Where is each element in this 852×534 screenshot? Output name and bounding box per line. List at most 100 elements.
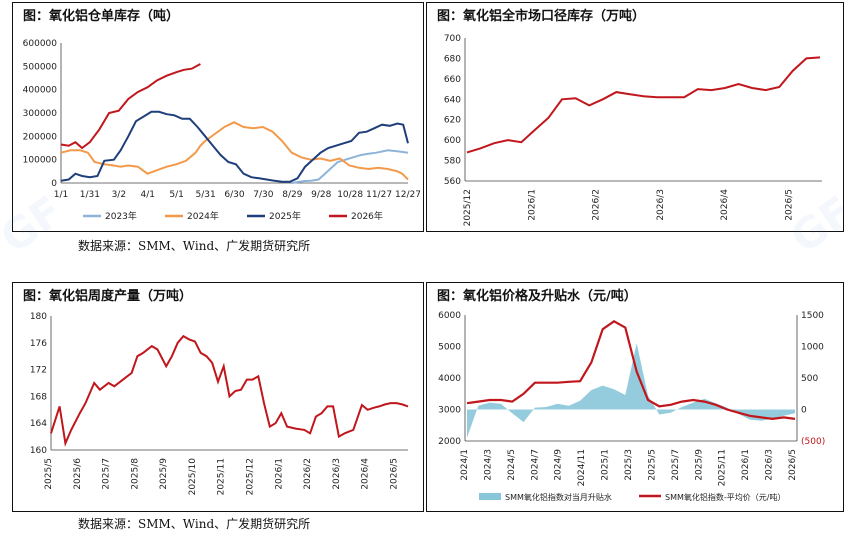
chart-cangdan: 0 100000 200000 300000 400000 500000 600000 1/1… bbox=[23, 39, 421, 222]
x-tick-label: 3/2 bbox=[112, 190, 126, 200]
y-tick-label: 3000 bbox=[438, 406, 461, 416]
x-tick-label: 2025/5 bbox=[44, 458, 54, 490]
x-tick-label: 2025/12 bbox=[246, 458, 256, 495]
x-tick-label: 2025/6 bbox=[73, 458, 83, 490]
x-tick-label: 5/1 bbox=[169, 190, 183, 200]
y2-tick-label: (500) bbox=[801, 437, 825, 447]
basis-area bbox=[467, 343, 795, 438]
chart-title: 图：氧化铝周度产量（万吨） bbox=[23, 289, 193, 304]
y-tick-label: 176 bbox=[30, 339, 47, 349]
y-tick-label: 620 bbox=[444, 116, 461, 126]
x-tick-label: 2026/4 bbox=[361, 458, 371, 490]
y-tick-label: 500000 bbox=[23, 62, 58, 72]
y2-tick-label: 1000 bbox=[801, 343, 824, 353]
y-tick-label: 680 bbox=[444, 54, 461, 64]
y-tick-label: 300000 bbox=[23, 109, 58, 119]
chart-title: 图：氧化铝仓单库存（吨） bbox=[23, 9, 180, 24]
x-tick-label: 1/31 bbox=[80, 190, 100, 200]
x-tick-label: 2026/2 bbox=[303, 458, 313, 490]
y-tick-label: 5000 bbox=[438, 343, 461, 353]
x-tick-label: 8/29 bbox=[282, 190, 302, 200]
x-tick-label: 2025/5 bbox=[647, 449, 657, 481]
x-tick-label: 2026/2 bbox=[592, 189, 602, 221]
x-tick-label: 2025/3 bbox=[624, 449, 634, 481]
y-tick-label: 600000 bbox=[23, 39, 58, 49]
legend-label: SMM氧化铝指数-平均价（元/吨） bbox=[665, 492, 785, 502]
y-tick-label: 0 bbox=[51, 179, 57, 189]
y-tick-label: 2000 bbox=[438, 437, 461, 447]
y-tick-label: 600 bbox=[444, 136, 461, 146]
x-tick-label: 2026/4 bbox=[720, 189, 730, 221]
x-tick-label: 2026/5 bbox=[784, 189, 794, 221]
chart-weekly-output: 160 164 168 172 176 180 2025/5 2025/6 2025/7 2025… bbox=[30, 312, 409, 495]
x-tick-label: 2025/7 bbox=[102, 458, 112, 490]
chart-market-inventory: 560 580 600 620 640 660 680 700 2025/12 2026/1 202… bbox=[444, 34, 822, 226]
y-tick-label: 4000 bbox=[438, 374, 461, 384]
x-tick-label: 2025/12 bbox=[463, 189, 473, 226]
y-tick-label: 100000 bbox=[23, 156, 58, 166]
x-tick-label: 2024/11 bbox=[577, 449, 587, 486]
legend-swatch bbox=[479, 493, 501, 500]
x-tick-label: 2026/1 bbox=[274, 458, 284, 490]
x-tick-label: 7/30 bbox=[253, 190, 273, 200]
chart-title: 图：氧化铝价格及升贴水（元/吨） bbox=[437, 289, 637, 304]
y-tick-label: 164 bbox=[30, 419, 47, 429]
panel-weekly-output: 图：氧化铝周度产量（万吨） 160 164 168 172 176 180 2025/5 20… bbox=[12, 282, 424, 512]
panel-cangdan: 图：氧化铝仓单库存（吨） 0 100000 200000 300000 400000 50… bbox=[12, 2, 424, 232]
x-tick-label: 2025/11 bbox=[217, 458, 227, 495]
x-tick-label: 2025/8 bbox=[130, 458, 140, 490]
series-line bbox=[60, 63, 201, 150]
series-line bbox=[60, 110, 409, 183]
x-tick-label: 2025/7 bbox=[671, 449, 681, 481]
y-tick-label: 168 bbox=[30, 392, 47, 402]
y-tick-label: 560 bbox=[444, 177, 461, 187]
x-tick-label: 2025/1 bbox=[601, 449, 611, 481]
x-tick-label: 2026/3 bbox=[656, 189, 666, 221]
panel-market-inventory: 图：氧化铝全市场口径库存（万吨） 560 580 600 620 640 660 680 70… bbox=[426, 2, 844, 232]
y2-tick-label: 0 bbox=[801, 406, 807, 416]
series-line bbox=[466, 56, 821, 154]
x-tick-label: 2026/5 bbox=[788, 449, 798, 481]
x-tick-label: 2026/1 bbox=[527, 189, 537, 221]
x-tick-label: 2024/9 bbox=[554, 449, 564, 481]
x-tick-label: 2025/9 bbox=[159, 458, 169, 490]
series-line bbox=[60, 121, 409, 181]
y-tick-label: 580 bbox=[444, 157, 461, 167]
x-tick-label: 11/27 bbox=[366, 190, 392, 200]
x-tick-label: 12/27 bbox=[395, 190, 421, 200]
x-tick-label: 6/30 bbox=[224, 190, 244, 200]
x-tick-label: 4/1 bbox=[141, 190, 155, 200]
y-tick-label: 6000 bbox=[438, 311, 461, 321]
source-note: 数据来源：SMM、Wind、广发期货研究所 bbox=[78, 517, 311, 531]
x-tick-label: 9/28 bbox=[311, 190, 331, 200]
source-note: 数据来源：SMM、Wind、广发期货研究所 bbox=[78, 239, 311, 253]
x-tick-label: 10/28 bbox=[337, 190, 363, 200]
y-tick-label: 180 bbox=[30, 312, 47, 322]
x-tick-label: 2024/7 bbox=[530, 449, 540, 481]
y-tick-label: 400000 bbox=[23, 86, 58, 96]
y-tick-label: 160 bbox=[30, 446, 47, 456]
chart-title: 图：氧化铝全市场口径库存（万吨） bbox=[437, 9, 646, 24]
legend-label: SMM氧化铝指数对当月升贴水 bbox=[505, 492, 612, 502]
series-line bbox=[291, 149, 409, 184]
x-tick-label: 5/31 bbox=[195, 190, 215, 200]
chart-price-basis: 2000 3000 4000 5000 6000 (500) 0 500 1000 1500 202… bbox=[438, 311, 825, 502]
y-tick-label: 660 bbox=[444, 75, 461, 85]
y2-tick-label: 500 bbox=[801, 374, 818, 384]
x-tick-label: 2026/3 bbox=[332, 458, 342, 490]
legend-label: 2025年 bbox=[269, 210, 301, 222]
y-tick-label: 700 bbox=[444, 34, 461, 44]
y-tick-label: 200000 bbox=[23, 132, 58, 142]
x-tick-label: 2024/1 bbox=[460, 449, 470, 481]
x-tick-label: 2026/5 bbox=[389, 458, 399, 490]
legend-label: 2024年 bbox=[187, 210, 219, 222]
x-tick-label: 2024/5 bbox=[507, 449, 517, 481]
y-tick-label: 172 bbox=[30, 366, 47, 376]
x-tick-label: 2026/1 bbox=[741, 449, 751, 481]
y-tick-label: 640 bbox=[444, 95, 461, 105]
legend-label: 2023年 bbox=[105, 210, 137, 222]
x-tick-label: 2026/3 bbox=[765, 449, 775, 481]
x-tick-label: 2025/9 bbox=[694, 449, 704, 481]
series-line bbox=[50, 334, 409, 447]
panel-price-basis: 图：氧化铝价格及升贴水（元/吨） 2000 3000 4000 5000 6000 (50… bbox=[426, 282, 844, 512]
